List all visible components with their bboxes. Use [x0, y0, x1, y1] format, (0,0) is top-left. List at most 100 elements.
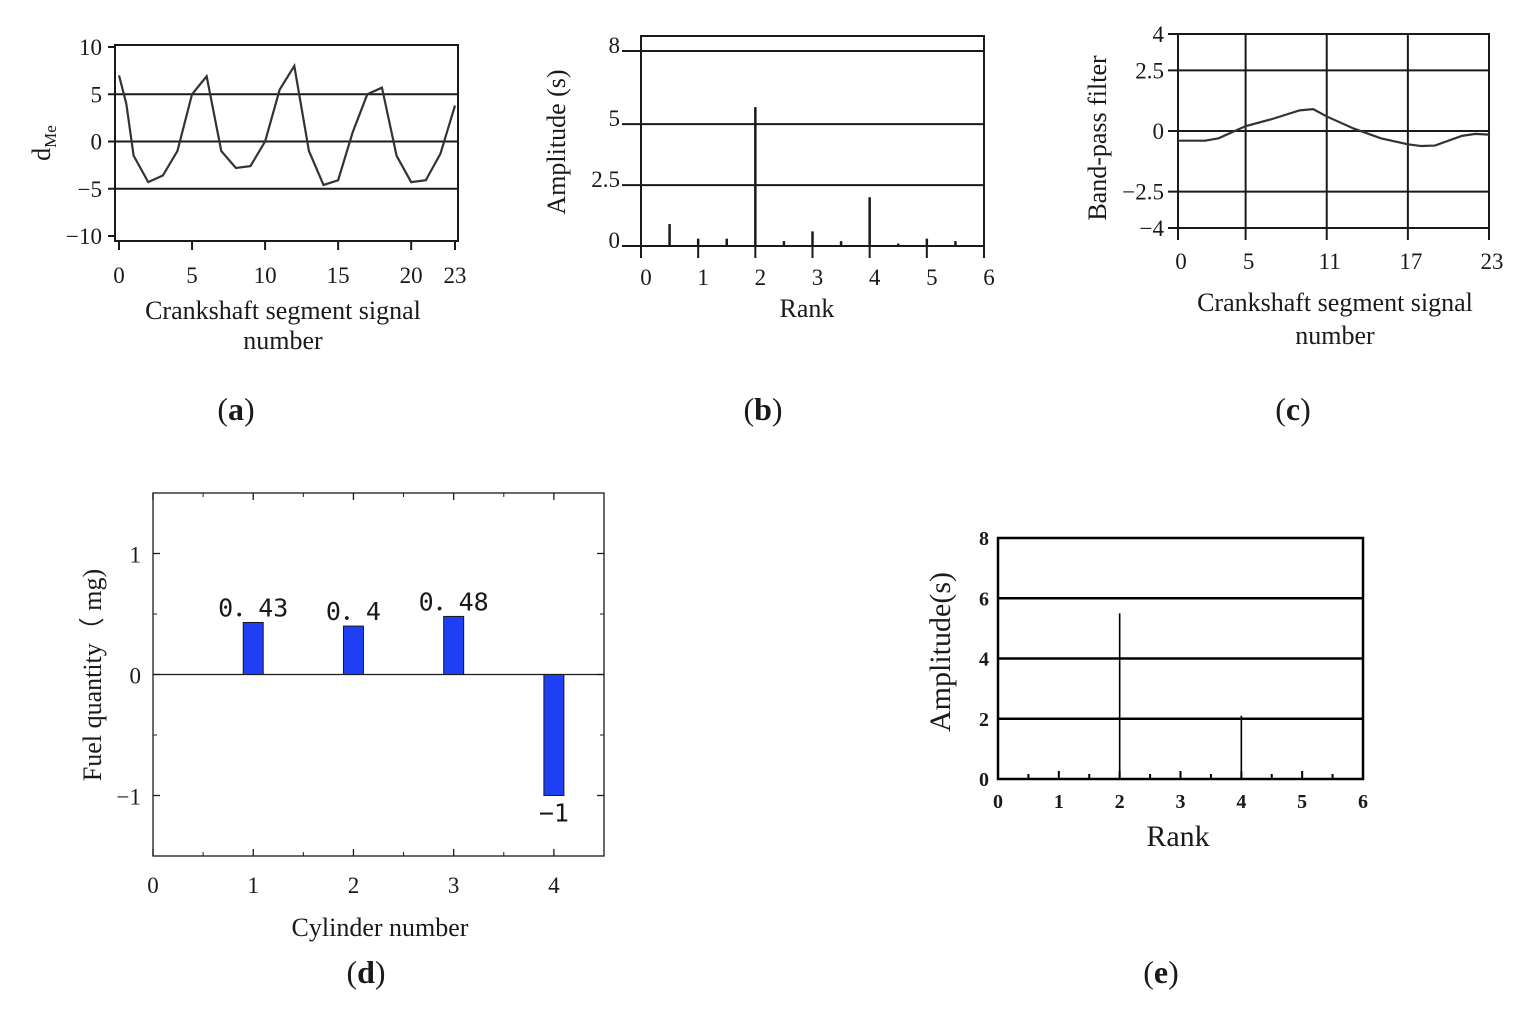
x-tick-labels-e: 0 1 2 3 4 5 6: [993, 771, 1368, 813]
x-tick-label-b: 5: [926, 265, 938, 290]
x-tick-label-e: 0: [993, 791, 1003, 813]
y-tick-label-c: −4: [1140, 216, 1165, 241]
y-tick-label-d: 1: [130, 543, 142, 568]
data-label-d: 0．43: [218, 593, 288, 622]
series-line-c: [1178, 108, 1490, 148]
y-tick-labels-d: 1 0 −1: [117, 543, 604, 810]
x-axis-label-b: Rank: [780, 294, 835, 323]
x-tick-label-d: 0: [147, 873, 159, 898]
x-tick-label-e: 1: [1054, 791, 1064, 813]
x-tick-label-d: 2: [348, 873, 360, 898]
plot-frame-a: [114, 44, 459, 242]
x-axis-label-a: Crankshaft segment signal number: [145, 296, 421, 355]
y-axis-label-a: dMe: [27, 125, 60, 161]
y-tick-label-b: 5: [609, 106, 621, 131]
panel-c: 4 2.5 0 −2.5 −4 0 5 11 17 23 Band-pass filter Cr…: [1083, 22, 1504, 427]
x-tick-label-c: 5: [1243, 249, 1255, 274]
x-tick-label-e: 6: [1358, 791, 1368, 813]
data-label-d: 0．4: [326, 597, 381, 626]
y-tick-labels-c: 4 2.5 0 −2.5 −4: [1122, 22, 1178, 241]
x-tick-label-b: 3: [812, 265, 824, 290]
panel-label-c: (c): [1275, 391, 1311, 427]
gridlines-b: [641, 50, 984, 187]
bar-d: [543, 674, 565, 796]
gridlines-e: [998, 597, 1363, 720]
x-tick-label-c: 17: [1399, 249, 1422, 274]
y-tick-label-a: −5: [78, 177, 102, 202]
y-tick-label-c: 0: [1153, 119, 1165, 144]
x-tick-label-a: 15: [327, 263, 350, 288]
y-tick-label-b: 2.5: [591, 167, 620, 192]
x-tick-label-a: 0: [113, 263, 125, 288]
x-tick-label-b: 6: [983, 265, 995, 290]
panel-e: 8 6 4 2 0 0 1 2 3 4 5 6 Amplitude(s) Rank (e): [924, 528, 1368, 990]
x-tick-labels-d: 0 1 2 3 4: [147, 493, 560, 898]
spectrum-bars-e: [1118, 613, 1243, 779]
panel-label-d: (d): [346, 954, 385, 990]
y-tick-label-a: −10: [66, 224, 102, 249]
y-tick-label-e: 4: [979, 649, 989, 671]
x-tick-label-c: 0: [1175, 249, 1187, 274]
panel-a: 10 5 0 −5 −10 0 5 10 15 20 23 dMe Crankshaft segm…: [27, 35, 467, 427]
y-tick-labels-a: 10 5 0 −5 −10: [66, 35, 115, 249]
series-line-a: [117, 62, 457, 187]
data-label-d: 0．48: [419, 587, 489, 616]
y-axis-label-e: Amplitude(s): [924, 572, 957, 732]
y-tick-label-c: 2.5: [1135, 58, 1164, 83]
panel-label-a: (a): [217, 391, 254, 427]
x-tick-label-e: 2: [1115, 791, 1125, 813]
y-tick-label-d: −1: [117, 785, 141, 810]
x-axis-label-c: Crankshaft segment signal number: [1197, 288, 1473, 350]
bar-d: [443, 615, 465, 675]
y-tick-label-a: 0: [91, 130, 103, 155]
x-tick-label-a: 23: [444, 263, 467, 288]
x-tick-label-c: 23: [1481, 249, 1504, 274]
spectrum-bars-b: [668, 107, 957, 246]
x-tick-label-b: 1: [697, 265, 709, 290]
x-tick-label-a: 10: [254, 263, 277, 288]
y-tick-labels-b: 852.50: [591, 33, 641, 253]
y-tick-label-e: 6: [979, 588, 989, 610]
y-tick-label-c: −2.5: [1122, 180, 1164, 205]
x-tick-label-a: 5: [186, 263, 198, 288]
x-tick-labels-c: 0 5 11 17 23: [1175, 228, 1504, 274]
y-tick-label-a: 5: [91, 82, 103, 107]
panel-label-e: (e): [1143, 954, 1179, 990]
panel-label-b: (b): [743, 391, 782, 427]
y-tick-label-d: 0: [130, 664, 142, 689]
data-label-d: −1: [539, 799, 569, 828]
x-tick-label-c: 11: [1319, 249, 1341, 274]
bar-d: [242, 621, 264, 675]
x-tick-label-b: 0: [640, 265, 652, 290]
y-tick-label-e: 8: [979, 528, 989, 550]
x-tick-label-d: 1: [247, 873, 259, 898]
x-tick-label-e: 4: [1236, 791, 1246, 813]
x-tick-label-d: 3: [448, 873, 460, 898]
panel-d: 1 0 −1 0 1 2 3 4 0．43 0．4 0．48 −1 Fuel quantity（ …: [78, 492, 605, 990]
y-tick-label-e: 0: [979, 769, 989, 791]
x-axis-label-e: Rank: [1146, 820, 1209, 853]
bars-d: 0．43 0．4 0．48 −1: [218, 587, 569, 827]
y-tick-label-a: 10: [79, 35, 102, 60]
y-axis-label-c: Band-pass filter: [1083, 55, 1112, 221]
x-tick-labels-b: 0 1 2 3 4 5 6: [640, 246, 995, 290]
y-tick-label-b: 8: [609, 33, 621, 58]
plot-frame-b: [640, 35, 985, 247]
x-tick-label-e: 5: [1297, 791, 1307, 813]
x-tick-labels-a: 0 5 10 15 20 23: [113, 241, 467, 288]
gridlines-c: [1178, 34, 1489, 228]
y-tick-label-c: 4: [1153, 22, 1165, 47]
x-axis-label-d: Cylinder number: [292, 913, 469, 942]
x-tick-label-a: 20: [400, 263, 423, 288]
x-tick-label-b: 2: [755, 265, 767, 290]
y-axis-label-d: Fuel quantity（ mg): [78, 569, 107, 781]
x-tick-label-b: 4: [869, 265, 881, 290]
x-tick-label-e: 3: [1176, 791, 1186, 813]
bar-d: [342, 625, 364, 675]
y-axis-label-b: Amplitude (s): [542, 69, 571, 214]
y-tick-labels-e: 8 6 4 2 0: [979, 528, 989, 791]
y-tick-label-b: 0: [609, 228, 621, 253]
y-tick-label-e: 2: [979, 709, 989, 731]
